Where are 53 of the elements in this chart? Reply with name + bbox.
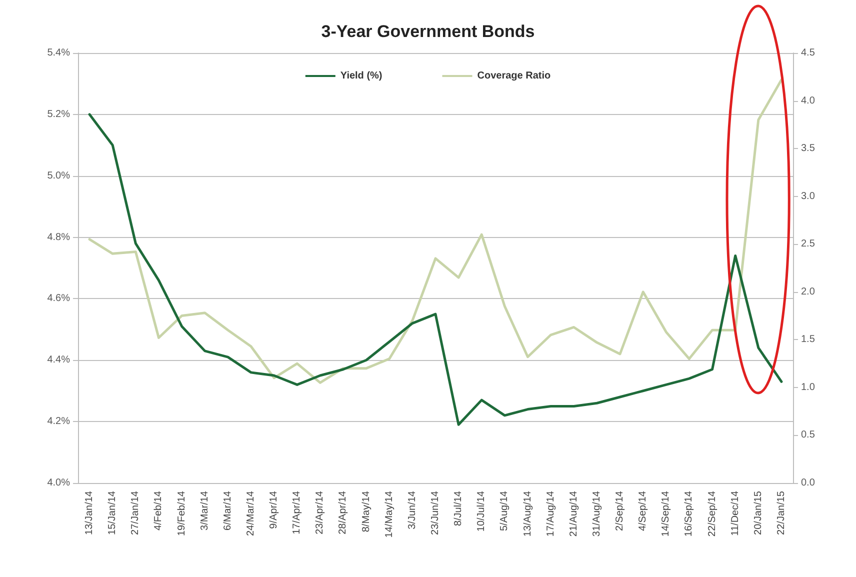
y-tick-label: 4.8% (47, 232, 70, 243)
x-tick-label: 14/May/14 (384, 490, 395, 538)
x-tick-label: 11/Dec/14 (730, 490, 741, 536)
y-tick-label: 5.0% (47, 170, 70, 182)
chart-title: 3-Year Government Bonds (321, 22, 535, 41)
y2-tick-label: 1.0 (801, 382, 816, 393)
y-tick-label: 5.2% (47, 108, 70, 120)
line-series (88, 113, 783, 426)
x-tick-label: 4/Sep/14 (638, 490, 649, 532)
x-tick-label: 21/Aug/14 (568, 490, 580, 537)
x-tick-label: 31/Aug/14 (591, 490, 602, 537)
x-tick-label: 19/Feb/14 (176, 490, 188, 536)
x-tick-label: 2/Sep/14 (614, 490, 626, 532)
y2-tick-label: 2.5 (801, 238, 816, 250)
x-tick-label: 9/Apr/14 (268, 490, 280, 529)
x-tick-label: 13/Jan/14 (84, 490, 96, 535)
y-tick-label: 4.0% (47, 478, 70, 488)
x-tick-label: 8/Jul/14 (453, 490, 464, 526)
x-tick-label: 23/Apr/14 (314, 490, 326, 534)
x-tick-label: 28/Apr/14 (338, 490, 349, 534)
x-tick-label: 17/Aug/14 (545, 490, 556, 537)
x-tick-label: 8/May/14 (360, 490, 372, 532)
y2-tick-label: 3.5 (801, 143, 816, 154)
x-tick-label: 5/Aug/14 (499, 490, 510, 532)
y2-tick-label: 4.5 (801, 48, 816, 58)
x-tick-label: 3/Jun/14 (406, 490, 418, 530)
y2-tick-label: 4.0 (801, 95, 816, 106)
x-tick-label: 24/Mar/14 (245, 490, 256, 536)
x-tick-label: 6/Mar/14 (222, 490, 234, 530)
y2-tick-label: 0.0 (801, 478, 816, 488)
legend-label: Coverage Ratio (477, 70, 551, 82)
y-tick-label: 4.4% (47, 354, 70, 366)
x-tick-label: 14/Sep/14 (660, 490, 672, 537)
x-tick-label: 27/Jan/14 (130, 490, 142, 535)
y-tick-label: 4.2% (47, 416, 70, 428)
y2-tick-label: 2.0 (801, 286, 816, 298)
y2-tick-label: 1.5 (801, 334, 816, 346)
x-tick-label: 23/Jun/14 (430, 490, 441, 535)
x-tick-label: 17/Apr/14 (292, 490, 303, 534)
x-tick-label: 20/Jan/15 (752, 490, 764, 535)
x-tick-label: 4/Feb/14 (153, 490, 164, 530)
y2-tick-label: 0.5 (801, 430, 816, 441)
legend-label: Yield (%) (340, 70, 382, 82)
y-tick-label: 5.4% (47, 48, 70, 58)
x-tick-label: 3/Mar/14 (199, 490, 210, 530)
y2-tick-label: 3.0 (801, 190, 816, 202)
y-tick-label: 4.6% (47, 293, 70, 304)
x-tick-label: 16/Sep/14 (684, 490, 695, 537)
x-tick-label: 10/Jul/14 (476, 490, 488, 532)
x-tick-label: 13/Aug/14 (522, 490, 534, 537)
x-tick-label: 15/Jan/14 (107, 490, 118, 535)
x-tick-label: 22/Jan/15 (776, 490, 787, 535)
x-tick-label: 22/Sep/14 (706, 490, 718, 537)
